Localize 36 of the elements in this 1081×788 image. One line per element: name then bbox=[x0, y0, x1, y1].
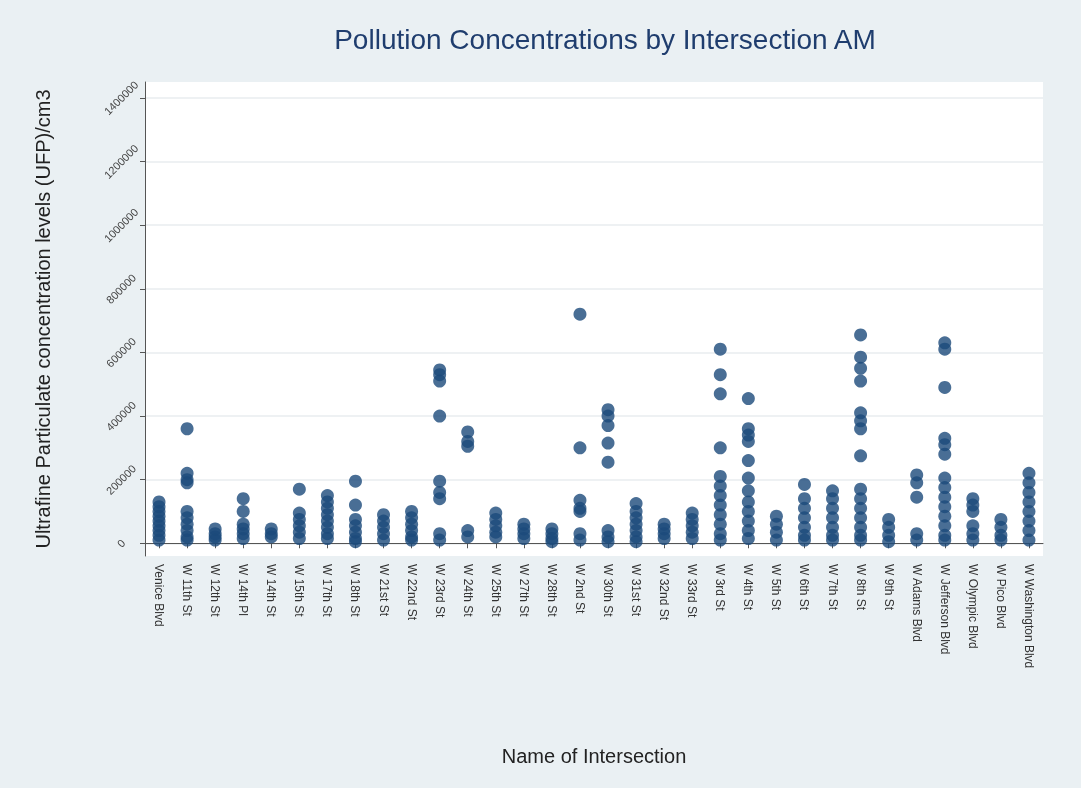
x-tick-label: W 14th Pl bbox=[236, 564, 251, 617]
x-tick-label: W 32nd St bbox=[657, 564, 672, 621]
x-tick-label: W 22nd St bbox=[404, 564, 419, 621]
x-tick-label: W 31st St bbox=[629, 564, 644, 617]
x-tick-label: W 17th St bbox=[320, 564, 335, 618]
x-tick-label: W 30th St bbox=[601, 564, 616, 618]
x-tick-label: W 3rd St bbox=[713, 564, 728, 612]
x-tick-label: W 6th St bbox=[797, 564, 812, 611]
y-axis-title: Ultrafine Particulate concentration levels (UFP)/cm3 bbox=[32, 89, 54, 549]
x-tick-label: W 12th St bbox=[208, 564, 223, 618]
chart-title: Pollution Concentrations by Intersection AM bbox=[334, 23, 876, 55]
x-tick-label: W Jefferson Blvd bbox=[937, 564, 952, 655]
x-tick-label: W 9th St bbox=[881, 564, 896, 611]
x-tick-label: W 7th St bbox=[825, 564, 840, 611]
x-tick-label: W 28th St bbox=[544, 564, 559, 618]
x-tick-label: W 18th St bbox=[348, 564, 363, 618]
x-tick-label: W 2nd St bbox=[572, 564, 587, 615]
x-tick-label: W 5th St bbox=[769, 564, 784, 611]
x-tick-label: W Adams Blvd bbox=[909, 564, 924, 643]
x-tick-label: Venice Blvd bbox=[152, 564, 167, 627]
x-tick-label: W 23rd St bbox=[432, 564, 447, 619]
x-tick-label: W 25th St bbox=[488, 564, 503, 618]
y-tick-label: 0 bbox=[114, 536, 128, 550]
x-tick-label: W Pico Blvd bbox=[993, 564, 1008, 629]
x-tick-label: W Olympic Blvd bbox=[965, 564, 980, 649]
x-tick-label: W 11th St bbox=[180, 564, 195, 617]
x-tick-label: W 4th St bbox=[741, 564, 756, 611]
x-tick-label: W 27th St bbox=[516, 564, 531, 618]
x-tick-label: W 24th St bbox=[460, 564, 475, 618]
x-tick-label: W 21st St bbox=[376, 564, 391, 617]
x-tick-label: W 14th St bbox=[264, 564, 279, 618]
x-tick-label: W Washington Blvd bbox=[1021, 564, 1036, 669]
x-axis-title: Name of Intersection bbox=[501, 745, 687, 767]
x-tick-label: W 33rd St bbox=[685, 564, 700, 619]
x-tick-label: W 15th St bbox=[292, 564, 307, 618]
x-tick-label: W 8th St bbox=[853, 564, 868, 611]
